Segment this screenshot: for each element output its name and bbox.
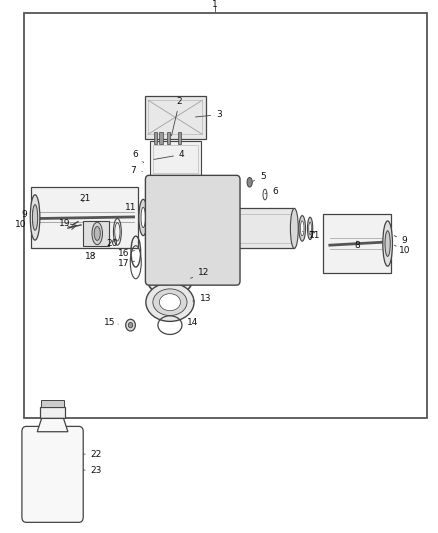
Text: 20: 20 — [106, 239, 117, 248]
Ellipse shape — [153, 289, 187, 316]
Ellipse shape — [206, 212, 212, 218]
Ellipse shape — [168, 233, 173, 239]
Text: 9: 9 — [21, 210, 33, 219]
Bar — [145, 96, 206, 139]
Text: 19: 19 — [59, 220, 71, 228]
Text: 22: 22 — [81, 450, 102, 458]
Bar — [30, 503, 75, 515]
Ellipse shape — [172, 208, 177, 214]
Text: 16: 16 — [118, 249, 134, 257]
Bar — [24, 13, 427, 418]
Bar — [31, 187, 138, 248]
Ellipse shape — [383, 221, 392, 266]
Ellipse shape — [184, 249, 190, 256]
Text: 17: 17 — [118, 260, 134, 268]
Ellipse shape — [191, 199, 197, 206]
Text: 12: 12 — [191, 269, 209, 278]
Bar — [154, 132, 157, 144]
Bar — [32, 469, 74, 473]
Bar — [32, 461, 74, 466]
Text: 10: 10 — [15, 221, 33, 229]
Text: 21: 21 — [80, 194, 91, 203]
Text: 10: 10 — [394, 245, 410, 255]
Bar — [167, 132, 170, 144]
Ellipse shape — [30, 195, 40, 240]
Bar — [178, 132, 181, 144]
Ellipse shape — [230, 216, 239, 253]
Text: 18: 18 — [85, 253, 97, 261]
Ellipse shape — [148, 199, 152, 209]
Bar — [153, 145, 198, 173]
Text: 4: 4 — [154, 150, 184, 159]
Bar — [31, 438, 74, 486]
FancyBboxPatch shape — [22, 426, 83, 522]
Ellipse shape — [153, 264, 187, 292]
Ellipse shape — [32, 205, 38, 230]
Text: 7: 7 — [303, 231, 314, 240]
Ellipse shape — [146, 283, 194, 321]
Text: 5: 5 — [253, 173, 266, 181]
Ellipse shape — [148, 202, 154, 217]
Ellipse shape — [139, 199, 148, 236]
Ellipse shape — [204, 241, 209, 247]
Text: 2: 2 — [171, 97, 182, 136]
Ellipse shape — [126, 319, 135, 331]
Ellipse shape — [309, 222, 311, 235]
Text: 15: 15 — [104, 319, 118, 327]
Text: 11: 11 — [309, 231, 320, 240]
Ellipse shape — [159, 294, 180, 311]
Polygon shape — [37, 418, 68, 432]
Bar — [32, 479, 74, 484]
Text: 6: 6 — [132, 150, 144, 163]
Ellipse shape — [300, 221, 304, 236]
Bar — [40, 407, 65, 418]
Bar — [148, 100, 202, 134]
Bar — [83, 221, 109, 246]
Text: 14: 14 — [181, 319, 198, 327]
Text: 1: 1 — [212, 0, 218, 9]
Bar — [237, 208, 294, 248]
Text: 23: 23 — [81, 466, 102, 474]
Ellipse shape — [92, 222, 102, 245]
Ellipse shape — [299, 215, 306, 241]
Ellipse shape — [94, 227, 100, 240]
Ellipse shape — [307, 217, 313, 239]
FancyBboxPatch shape — [145, 175, 240, 285]
Ellipse shape — [290, 208, 298, 248]
Text: 11: 11 — [125, 204, 139, 213]
Ellipse shape — [247, 177, 252, 187]
Bar — [159, 132, 163, 144]
Text: 13: 13 — [193, 294, 212, 303]
Bar — [323, 214, 391, 273]
Ellipse shape — [385, 231, 390, 256]
Text: 7: 7 — [131, 166, 142, 175]
Ellipse shape — [128, 322, 133, 328]
Text: M: M — [49, 445, 56, 453]
Ellipse shape — [141, 207, 145, 228]
Text: 8: 8 — [354, 241, 360, 249]
Text: 6: 6 — [265, 188, 278, 196]
Text: 3: 3 — [195, 110, 222, 119]
Bar — [32, 455, 74, 459]
Bar — [32, 475, 74, 480]
Text: 9: 9 — [394, 236, 408, 245]
Bar — [150, 141, 201, 177]
Ellipse shape — [147, 260, 193, 296]
Bar — [41, 400, 64, 407]
